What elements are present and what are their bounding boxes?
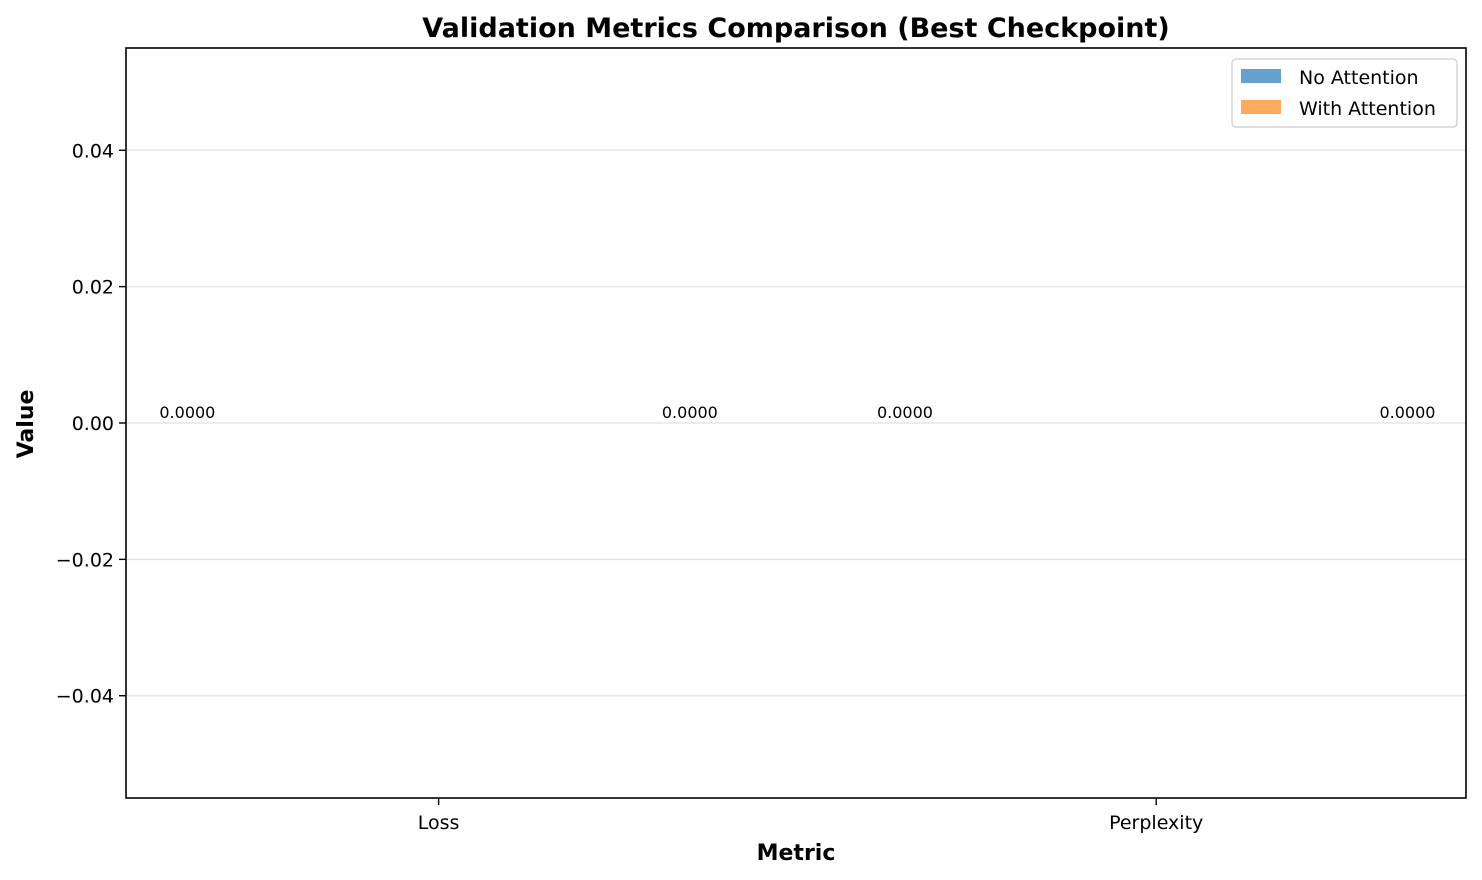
legend-label-with-attention: With Attention: [1299, 98, 1436, 120]
x-axis-label: Metric: [757, 841, 836, 866]
x-axis-ticks: Loss Perplexity: [418, 798, 1203, 834]
y-tick-label: −0.02: [56, 549, 114, 571]
x-tick-label: Perplexity: [1109, 812, 1203, 834]
y-tick-label: −0.04: [56, 686, 114, 708]
legend-swatch-no-attention: [1241, 69, 1281, 83]
data-label: 0.0000: [662, 403, 718, 422]
y-tick-label: 0.02: [72, 277, 114, 299]
y-tick-label: 0.00: [72, 413, 114, 435]
legend-label-no-attention: No Attention: [1299, 67, 1419, 89]
chart-title: Validation Metrics Comparison (Best Chec…: [422, 13, 1170, 44]
data-label: 0.0000: [159, 403, 215, 422]
y-axis-ticks: 0.04 0.02 0.00 −0.02 −0.04: [56, 140, 126, 708]
gridlines: [126, 149, 1466, 697]
x-tick-label: Loss: [418, 812, 460, 834]
data-labels: 0.0000 0.0000 0.0000 0.0000: [159, 403, 1435, 422]
legend: No Attention With Attention: [1231, 58, 1458, 128]
data-label: 0.0000: [1379, 403, 1435, 422]
data-label: 0.0000: [877, 403, 933, 422]
y-axis-label: Value: [14, 390, 39, 459]
y-tick-label: 0.04: [72, 140, 114, 162]
legend-frame: [1231, 58, 1458, 128]
legend-swatch-with-attention: [1241, 100, 1281, 114]
